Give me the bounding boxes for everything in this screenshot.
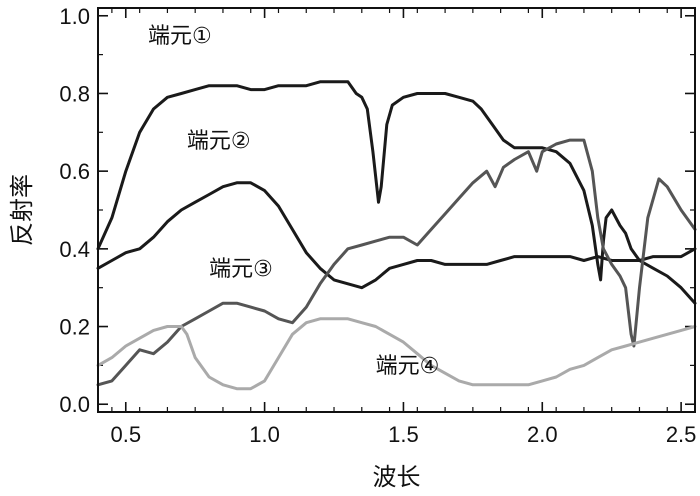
- series-line-4: [96, 317, 697, 391]
- plot-frame: [97, 7, 696, 413]
- x-tick-label: 1.5: [388, 422, 419, 447]
- x-tick-label: 2.5: [666, 422, 697, 447]
- x-axis-title: 波长: [373, 463, 421, 491]
- series-annotation-2: 端元②: [187, 129, 251, 154]
- series-lines: [96, 80, 697, 391]
- series-line-2: [96, 181, 697, 290]
- series-line-1: [96, 80, 697, 305]
- series-annotations: 端元① 端元② 端元③ 端元④: [148, 24, 439, 379]
- y-tick-label: 0.0: [59, 392, 90, 417]
- series-line-3: [96, 138, 697, 387]
- tick-labels: 0.5 1.0 1.5 2.0 2.5 0.0 0.2 0.4 0.6 0.8 1.0: [59, 4, 696, 447]
- y-tick-label: 0.8: [59, 81, 90, 106]
- y-axis-title: 反射率: [8, 174, 36, 246]
- y-tick-label: 0.6: [59, 159, 90, 184]
- x-tick-label: 2.0: [527, 422, 558, 447]
- series-annotation-1: 端元①: [148, 24, 212, 49]
- series-annotation-4: 端元④: [376, 354, 440, 379]
- axis-ticks: [98, 8, 695, 412]
- y-tick-label: 0.2: [59, 315, 90, 340]
- y-tick-label: 0.4: [59, 237, 90, 262]
- x-tick-label: 1.0: [249, 422, 280, 447]
- x-tick-label: 0.5: [110, 422, 141, 447]
- series-annotation-3: 端元③: [209, 257, 273, 282]
- y-tick-label: 1.0: [59, 4, 90, 29]
